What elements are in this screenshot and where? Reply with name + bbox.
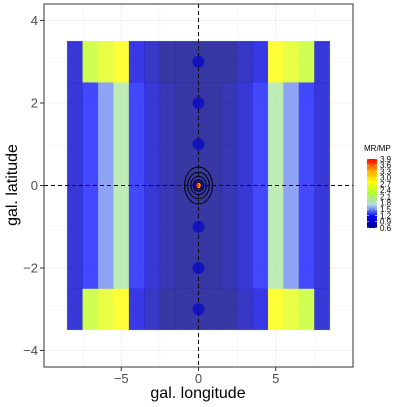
heatmap-cell	[97, 288, 114, 331]
legend-label: 0.6	[380, 224, 392, 233]
y-axis: −4 −2 0 2 4	[23, 13, 44, 358]
heatmap-cell	[144, 40, 161, 83]
legend-label: 3.0	[380, 174, 392, 183]
legend-label: 1.5	[380, 205, 392, 214]
legend-colorbar	[367, 159, 377, 228]
plot-panel	[43, 3, 354, 368]
contour-line	[184, 166, 213, 205]
heatmap-cell	[205, 288, 222, 331]
heatmap-cell	[267, 40, 284, 83]
marker-point	[192, 97, 205, 109]
contour-core-peak	[195, 183, 200, 188]
heatmap-cell	[128, 288, 145, 331]
heatmap-cell	[113, 288, 130, 331]
heatmap-cell	[252, 288, 269, 331]
legend-label: 3.3	[380, 167, 392, 176]
heatmap-cell	[159, 288, 176, 331]
legend-title: MR/MP	[364, 144, 391, 153]
legend-label: 2.1	[380, 192, 392, 201]
marker-point	[192, 220, 205, 233]
y-tick-label: 4	[31, 13, 38, 28]
heatmap-cell	[283, 288, 300, 331]
y-tick-label: 0	[31, 178, 38, 193]
heatmap-cell	[314, 40, 331, 83]
heatmap-cell	[298, 288, 315, 331]
marker-point	[192, 303, 205, 316]
y-axis-title: gal. latitude	[4, 144, 21, 226]
contour-line	[190, 175, 207, 196]
y-tick-label: −4	[23, 343, 38, 358]
heatmap-cell	[82, 40, 99, 83]
legend-label: 3.9	[380, 155, 392, 164]
contour-line	[193, 179, 204, 192]
heatmap-cell	[283, 40, 300, 83]
heatmap-cell	[128, 40, 145, 83]
heatmap-cell	[267, 288, 284, 331]
x-tick-label: 5	[272, 371, 279, 386]
x-tick-label: 0	[195, 371, 202, 386]
legend-label: 2.4	[380, 186, 392, 195]
color-legend: MR/MP 3.93.63.33.02.72.42.11.81.51.20.90.…	[364, 144, 392, 233]
heatmap-cell	[314, 288, 331, 331]
x-axis: −5 0 5	[114, 367, 279, 386]
heatmap-cell	[97, 40, 114, 83]
x-axis-title: gal. longitude	[150, 385, 245, 402]
heatmap-cell	[66, 40, 83, 83]
marker-point	[192, 262, 205, 274]
heatmap-cell	[82, 288, 99, 331]
heatmap-cell	[159, 40, 176, 83]
heatmap-cell	[66, 288, 83, 331]
x-tick-label: −5	[114, 371, 129, 386]
y-tick-label: −2	[23, 261, 38, 276]
legend-label: 0.9	[380, 218, 392, 227]
legend-label: 1.8	[380, 199, 392, 208]
heatmap-cell	[175, 288, 192, 331]
legend-label: 1.2	[380, 211, 392, 220]
legend-label: 3.6	[380, 161, 392, 170]
heatmap-cell	[205, 40, 222, 83]
heatmap-cell	[252, 40, 269, 83]
heatmap-cell	[144, 288, 161, 331]
heatmap-cell	[175, 40, 192, 83]
marker-point	[192, 138, 205, 151]
marker-point	[192, 55, 205, 68]
contour-line	[195, 181, 202, 190]
heatmap-cell	[236, 288, 253, 331]
heatmap-cell	[298, 40, 315, 83]
heatmap-cell	[236, 40, 253, 83]
heatmap-cell	[221, 40, 238, 83]
y-tick-label: 2	[31, 96, 38, 111]
legend-label: 2.7	[380, 180, 392, 189]
heatmap-cell	[113, 40, 130, 83]
heatmap-cell	[221, 288, 238, 331]
contour-line	[187, 171, 210, 200]
